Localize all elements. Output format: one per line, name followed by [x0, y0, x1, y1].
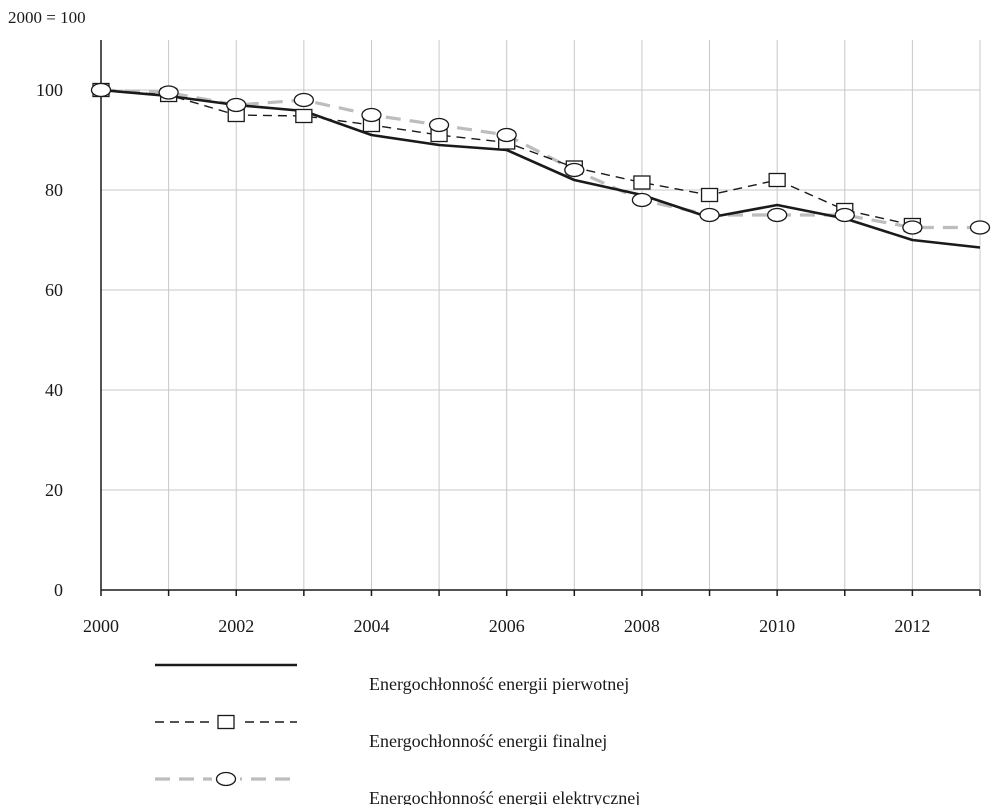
series-2-point: [631, 192, 653, 208]
series-2-point: [969, 220, 991, 235]
legend-item: Energochłonność energii elektrycznej: [155, 770, 640, 805]
y-tick-label: 0: [54, 580, 63, 600]
x-tick-label: 2004: [353, 616, 389, 636]
series-1-point: [768, 172, 786, 188]
series-2-point: [834, 207, 855, 223]
x-tick-label: 2010: [759, 616, 795, 636]
series-1-point: [633, 175, 651, 190]
x-tick-label: 2002: [218, 616, 254, 636]
series-1-point: [295, 108, 313, 124]
series-2-point: [361, 107, 382, 123]
axes: 2000 2002 2004 2006 2008 2010 2012 0 20 40 60 80 100: [36, 40, 981, 636]
y-tick-label: 60: [45, 280, 63, 300]
series-2-point: [699, 207, 720, 223]
series-1-point: [700, 187, 719, 203]
y-tick-label: 40: [45, 380, 63, 400]
series-2-point: [226, 97, 247, 113]
legend-marker: [215, 771, 237, 787]
y-tick-label: 20: [45, 480, 63, 500]
series-2-point: [767, 207, 788, 223]
series-2-point: [564, 162, 585, 178]
grid: [100, 40, 981, 590]
series-2-point: [158, 85, 179, 100]
x-tick-label: 2000: [83, 616, 119, 636]
legend-label: Energochłonność energii finalnej: [369, 731, 607, 751]
legend-item: Energochłonność energii finalnej: [155, 713, 607, 751]
legend-label: Energochłonność energii elektrycznej: [369, 788, 640, 805]
series-2-point: [496, 127, 517, 143]
y-tick-label: 80: [45, 180, 63, 200]
legend-label: Energochłonność energii pierwotnej: [369, 674, 629, 694]
series-line-0: [100, 88, 981, 249]
series-2-point: [293, 92, 314, 108]
series-2-point: [428, 117, 450, 133]
series-2-point: [902, 220, 923, 235]
legend-item: Energochłonność energii pierwotnej: [155, 663, 629, 694]
series-layer: [90, 82, 991, 249]
unit-label: 2000 = 100: [8, 8, 86, 27]
y-tick-label: 100: [36, 80, 63, 100]
legend-marker: [217, 714, 235, 730]
x-tick-label: 2006: [489, 616, 525, 636]
x-tick-label: 2008: [624, 616, 660, 636]
x-tick-label: 2012: [894, 616, 930, 636]
series-2-point: [90, 82, 112, 98]
legend: Energochłonność energii pierwotnej Energo…: [155, 663, 640, 805]
